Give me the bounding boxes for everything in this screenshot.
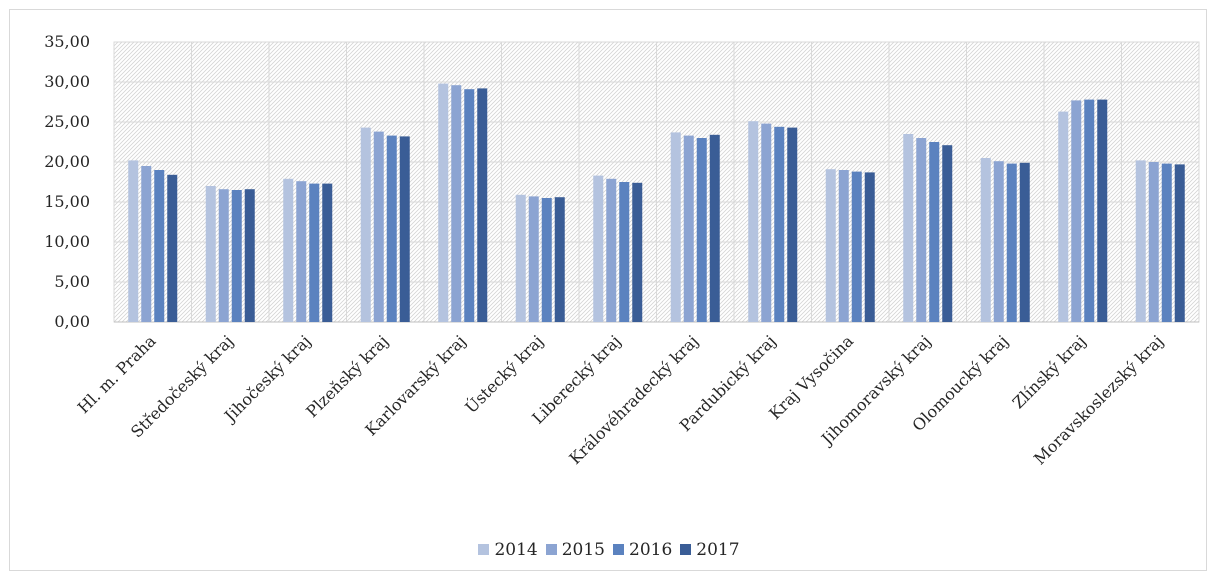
bar-2016 [619, 182, 630, 322]
legend: 2014 2015 2016 2017 [0, 540, 1218, 560]
bar-2016 [231, 190, 242, 322]
bar-2015 [528, 196, 539, 322]
y-tick-label: 20,00 [44, 152, 90, 171]
bar-2014 [670, 132, 681, 322]
y-tick-label: 25,00 [44, 112, 90, 131]
bar-2016 [386, 135, 397, 322]
bar-2016 [851, 171, 862, 322]
legend-swatch [545, 544, 557, 555]
x-tick-label: Královéhradecký kraj [565, 331, 702, 468]
bar-2017 [167, 174, 178, 322]
x-tick-label: Ústecký kraj [461, 331, 547, 417]
legend-item: 2014 [478, 540, 538, 560]
bar-2015 [1148, 162, 1159, 322]
bar-2016 [1161, 163, 1172, 322]
bar-2014 [593, 175, 604, 322]
bar-2014 [1135, 160, 1146, 322]
legend-item: 2016 [613, 540, 672, 560]
bar-2014 [128, 160, 139, 322]
bar-2016 [154, 170, 165, 322]
bar-2014 [360, 127, 371, 322]
bar-2017 [1097, 99, 1108, 322]
bar-2017 [787, 127, 798, 322]
bar-2014 [205, 186, 216, 322]
x-tick-label: Moravskoslezský kraj [1030, 331, 1167, 468]
x-tick-label: Hl. m. Praha [74, 331, 160, 417]
bar-2017 [399, 136, 410, 322]
y-tick-label: 5,00 [54, 272, 90, 291]
bar-2016 [1084, 99, 1095, 322]
legend-swatch [613, 544, 624, 555]
bar-2017 [1174, 164, 1185, 322]
bar-2016 [541, 198, 552, 322]
bar-2017 [709, 134, 720, 322]
bar-2017 [942, 145, 953, 322]
bar-2014 [438, 83, 449, 322]
legend-item: 2017 [680, 540, 740, 560]
y-tick-label: 15,00 [44, 192, 90, 211]
bar-2016 [774, 126, 785, 322]
bar-2015 [683, 135, 694, 322]
bar-2014 [903, 134, 914, 322]
y-tick-label: 35,00 [44, 32, 90, 51]
bar-2015 [141, 166, 152, 322]
x-tick-label: Zlínský kraj [1009, 331, 1090, 412]
bar-2014 [825, 169, 836, 322]
bar-2015 [1071, 100, 1082, 323]
bar-2015 [761, 123, 772, 322]
bar-2015 [296, 181, 307, 322]
bar-2016 [464, 89, 475, 322]
legend-label: 2015 [561, 540, 605, 560]
y-tick-label: 0,00 [54, 312, 90, 331]
y-tick-label: 10,00 [44, 232, 90, 251]
bar-2014 [980, 158, 991, 322]
bar-2015 [993, 161, 1004, 322]
bar-2016 [1006, 163, 1017, 322]
bar-2016 [696, 138, 707, 322]
bar-2015 [218, 189, 229, 322]
legend-swatch [680, 544, 692, 555]
bar-2014 [1058, 111, 1069, 322]
bar-2015 [838, 170, 849, 322]
bar-2015 [373, 131, 384, 322]
y-tick-label: 30,00 [44, 72, 90, 91]
bar-2017 [1019, 162, 1030, 322]
legend-label: 2017 [696, 540, 740, 560]
bar-2017 [554, 197, 565, 322]
bar-2015 [916, 138, 927, 322]
bar-2015 [606, 178, 617, 322]
bar-2016 [309, 183, 320, 322]
legend-label: 2016 [629, 540, 673, 560]
bar-2017 [322, 183, 333, 322]
bar-2014 [283, 178, 294, 322]
bar-2014 [748, 121, 759, 322]
bar-2017 [244, 189, 255, 322]
bar-2017 [632, 182, 643, 322]
bar-2014 [515, 194, 526, 322]
bar-2016 [929, 142, 940, 322]
bar-2017 [477, 88, 488, 323]
legend-label: 2014 [494, 540, 538, 560]
bar-2015 [451, 85, 462, 322]
legend-item: 2015 [545, 540, 605, 560]
legend-swatch [478, 544, 490, 555]
bar-2017 [864, 172, 875, 322]
